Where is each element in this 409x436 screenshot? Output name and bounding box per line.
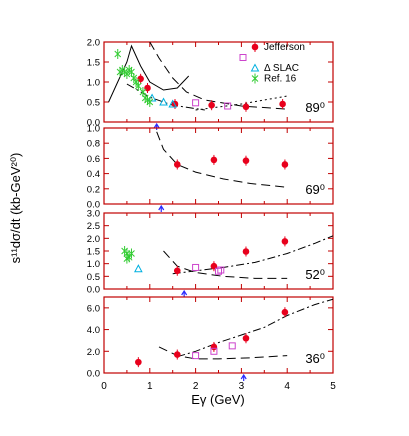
data-point-jefferson — [137, 75, 144, 83]
y-tick-label: 1.0 — [87, 124, 100, 135]
data-point--slac — [134, 264, 143, 273]
model-curve-solid — [108, 44, 190, 103]
y-tick-label: 6.0 — [87, 303, 100, 314]
y-tick-label: 3.0 — [87, 209, 100, 220]
y-tick-label: 0.2 — [87, 184, 100, 195]
threshold-arrow — [240, 373, 247, 381]
curves — [156, 131, 288, 188]
legend-marker-jefferson — [251, 43, 259, 51]
model-curve-dashed — [149, 42, 288, 110]
legend-label: Ref. 16 — [264, 74, 297, 85]
panel-2: 0.0 0.2 0.4 0.6 0.8 1.0 69⁰ — [87, 124, 334, 212]
data-point-jefferson — [281, 308, 289, 316]
data-point-slac — [224, 102, 232, 110]
x-tick-label: 2 — [193, 381, 199, 392]
y-tick-label: 2.0 — [87, 234, 100, 245]
y-tick-label: 0.0 — [87, 285, 100, 296]
panel-4: 0.0 2.0 4.0 6.0 36⁰ — [87, 296, 334, 381]
y-tick-label: 0.4 — [87, 169, 100, 180]
data-points — [173, 154, 289, 170]
panel-1: 0.0 0.5 1.0 1.5 2.0 89⁰ — [87, 38, 334, 130]
curves — [158, 298, 333, 360]
data-point-jefferson — [281, 238, 289, 245]
y-tick-label: 2.0 — [87, 38, 100, 49]
legend-label: Δ SLAC — [264, 63, 299, 74]
x-axis-label: Eγ (GeV) — [191, 392, 244, 407]
y-tick-label: 0.6 — [87, 154, 100, 165]
data-point-jefferson — [173, 161, 181, 168]
data-point-slac — [215, 267, 222, 275]
x-axis: 0 1 2 3 4 5 — [101, 381, 336, 392]
x-tick-label: 3 — [239, 381, 245, 392]
data-point-jefferson — [173, 351, 181, 358]
y-tick-label: 1.0 — [87, 78, 100, 89]
y-tick-label: 1.5 — [87, 58, 100, 69]
data-point-jefferson — [281, 161, 289, 168]
legend-marker--slac — [250, 63, 260, 72]
threshold-arrow — [153, 122, 160, 130]
model-curve-dashed — [156, 131, 288, 188]
x-tick-label: 0 — [101, 381, 107, 392]
threshold-arrow — [181, 289, 188, 297]
y-tick-label: 0.0 — [87, 200, 100, 211]
data-point--slac — [168, 99, 178, 108]
legend-marker-slac-square — [239, 54, 247, 61]
panels: 0.00.51.01.52.089⁰0.00.20.40.60.81.069⁰0… — [87, 38, 334, 381]
y-tick-label: 1.5 — [87, 247, 100, 258]
data-point-jefferson — [242, 248, 250, 255]
data-point-jefferson — [242, 157, 250, 164]
data-point-jefferson — [173, 267, 181, 275]
model-curve-dashdot — [177, 298, 333, 358]
legend-marker-ref-16 — [251, 73, 259, 84]
panel-angle-label: 69⁰ — [305, 182, 325, 197]
data-point-jefferson — [242, 334, 250, 342]
data-point-ref-16 — [123, 253, 131, 264]
data-point-jefferson — [208, 101, 215, 109]
y-axis-label: s¹¹dσ/dt (kb-GeV²⁰) — [8, 153, 23, 264]
panel-3: 0.0 0.5 1.01.5 2.0 2.53.0 52⁰ — [87, 209, 334, 297]
model-curve-dashed — [163, 250, 288, 279]
data-point-ref-16 — [134, 81, 142, 91]
y-tick-label: 2.0 — [87, 347, 100, 358]
y-tick-label: 0.5 — [87, 98, 100, 109]
panel-frame — [103, 127, 334, 205]
x-tick-label: 4 — [284, 381, 290, 392]
data-point-ref-16 — [146, 97, 154, 107]
panel-angle-label: 52⁰ — [305, 267, 325, 282]
data-point-slac — [217, 266, 225, 274]
data-points — [135, 307, 289, 368]
y-tick-label: 1.0 — [87, 259, 100, 270]
data-point-slac — [210, 347, 218, 355]
y-tick-label: 2.5 — [87, 221, 100, 232]
legend-label: Jefferson — [264, 42, 305, 53]
data-point-jefferson — [279, 100, 286, 108]
data-point-jefferson — [210, 343, 218, 351]
x-tick-label: 5 — [330, 381, 336, 392]
panel-angle-label: 36⁰ — [305, 351, 325, 366]
y-tick-label: 4.0 — [87, 325, 100, 336]
panel-angle-label: 89⁰ — [305, 100, 325, 115]
threshold-arrow — [158, 204, 165, 212]
data-point-slac — [192, 352, 200, 360]
data-point-slac — [192, 263, 200, 271]
model-curve-dashdot — [126, 83, 205, 111]
data-point-jefferson — [210, 156, 218, 164]
data-points — [121, 236, 289, 276]
data-point-slac — [228, 342, 236, 350]
y-tick-label: 0.0 — [87, 369, 100, 380]
data-point--slac — [159, 97, 168, 106]
data-point-jefferson — [242, 103, 250, 111]
data-point-jefferson — [135, 358, 142, 366]
data-point-ref-16 — [114, 49, 122, 59]
y-tick-label: 0.0 — [87, 118, 100, 129]
panel-frame — [103, 212, 334, 290]
y-tick-label: 0.5 — [87, 272, 100, 283]
data-point-slac — [192, 99, 200, 107]
data-points — [114, 49, 286, 112]
y-tick-label: 0.8 — [87, 139, 100, 150]
x-tick-label: 1 — [147, 381, 153, 392]
